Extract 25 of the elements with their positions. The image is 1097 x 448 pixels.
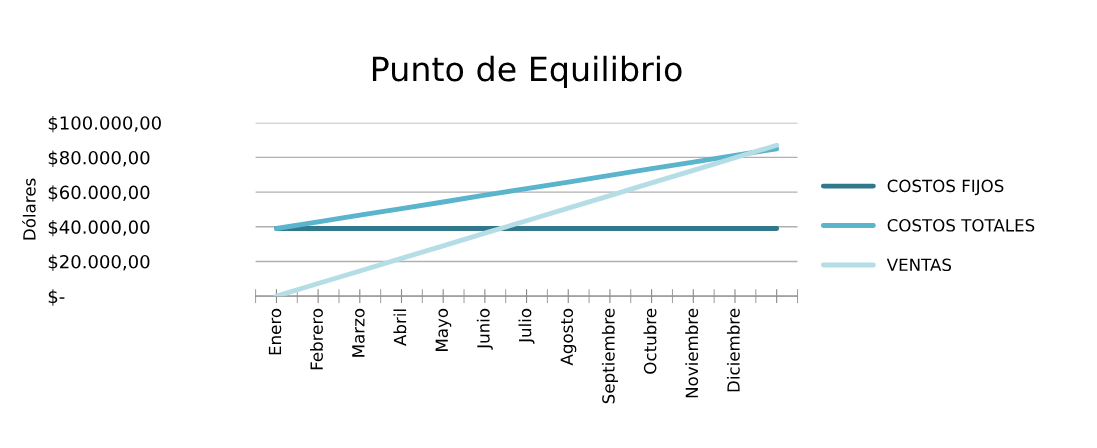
x-tick-label: Noviembre <box>685 308 699 398</box>
legend-label: COSTOS FIJOS <box>887 179 1004 196</box>
x-tick-label: Febrero <box>310 308 323 370</box>
x-tick-label: Mayo <box>435 308 452 351</box>
y-tick-label: $- <box>48 289 65 306</box>
y-tick-label: $60.000,00 <box>48 185 150 202</box>
x-tick-label: Septiembre <box>601 308 618 404</box>
y-axis-title: Dólares <box>22 178 36 240</box>
y-tick-label: $100.000,00 <box>48 115 161 133</box>
x-tick-label: Octubre <box>643 308 657 374</box>
x-tick-label: Junio <box>476 308 493 350</box>
x-tick-label: Julio <box>518 308 535 344</box>
x-tick-label: Diciembre <box>726 308 740 392</box>
line-series <box>274 142 780 297</box>
chart-title: Punto de Equilibrio <box>372 55 682 89</box>
y-tick-label: $80.000,00 <box>48 150 150 167</box>
x-tick-label: Agosto <box>560 308 577 366</box>
y-tick-label: $40.000,00 <box>48 219 150 237</box>
legend-label: COSTOS TOTALES <box>887 219 1035 232</box>
line-series <box>274 146 780 231</box>
x-tick-label: Enero <box>268 308 282 355</box>
legend-label: VENTAS <box>886 258 952 272</box>
x-tick-label: Abril <box>393 309 407 346</box>
y-tick-label: $20.000,00 <box>48 254 150 271</box>
x-tick-label: Marzo <box>352 308 365 357</box>
